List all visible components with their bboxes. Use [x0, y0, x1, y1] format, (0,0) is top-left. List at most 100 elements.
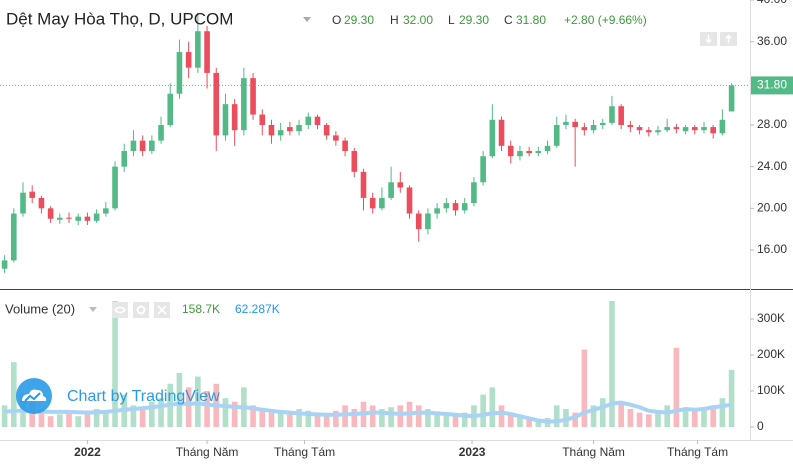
- candle-body: [507, 145, 514, 157]
- candle-body: [425, 213, 431, 230]
- volume-bar: [351, 409, 358, 428]
- candle-body: [609, 106, 615, 123]
- candle-body: [231, 104, 238, 131]
- candle-body: [645, 130, 652, 133]
- candle-body: [673, 127, 680, 130]
- candle-body: [728, 85, 735, 112]
- volume-bar: [75, 416, 82, 428]
- candle-body: [461, 203, 468, 211]
- y-tick-label: 300K: [757, 311, 785, 325]
- candle-body: [553, 124, 560, 146]
- volume-bar: [47, 416, 54, 428]
- candle-body: [11, 213, 17, 261]
- settings-button[interactable]: [133, 302, 149, 318]
- axes: 16.00 20.00 24.00 28.00 36.00 40.00 31.80 0 100K…: [74, 0, 793, 459]
- volume-bar: [425, 409, 431, 428]
- legend-change: +2.80 (+9.66%): [564, 13, 647, 27]
- volume-bar: [526, 418, 532, 428]
- candle-body: [204, 31, 210, 73]
- button-icons: [136, 305, 146, 315]
- y-tick-label: 28.00: [757, 117, 787, 131]
- candle-body: [296, 124, 302, 132]
- candle-body: [287, 127, 293, 132]
- volume-bar: [673, 347, 680, 428]
- y-tick-label: 100K: [757, 383, 785, 397]
- x-tick-label: Tháng Năm: [562, 445, 625, 459]
- volume-bar: [379, 409, 385, 428]
- chart-title: Dệt May Hòa Thọ, D, UPCOM: [6, 9, 233, 28]
- candle-body: [222, 104, 229, 136]
- volume-bar: [333, 410, 339, 428]
- x-tick-label: Tháng Năm: [176, 445, 239, 459]
- volume-bar: [480, 394, 486, 428]
- candle-body: [406, 187, 413, 214]
- candle-body: [241, 78, 247, 131]
- volume-pane: [1, 301, 735, 428]
- candle-body: [277, 130, 284, 136]
- volume-bar: [103, 412, 109, 428]
- y-tick-label: 20.00: [757, 200, 787, 214]
- candle-body: [517, 151, 523, 157]
- candle-body: [259, 114, 266, 125]
- volume-bar: [287, 412, 293, 428]
- legend-value: 29.30: [459, 13, 489, 27]
- volume-bar: [139, 409, 146, 428]
- volume-bar: [498, 405, 505, 428]
- x-tick-label: Tháng Tám: [274, 445, 335, 459]
- volume-bar: [323, 414, 330, 428]
- volume-bar: [599, 398, 606, 428]
- volume-bar: [691, 410, 698, 428]
- last-price-label: 31.80: [757, 78, 787, 92]
- volume-bar: [250, 405, 256, 428]
- study-dropdown[interactable]: [89, 307, 97, 312]
- ohlc-legend: O 29.30 H 32.00 L 29.30 C 31.80 +2.80 (+…: [332, 13, 647, 27]
- volume-bar: [314, 412, 321, 428]
- candle-body: [415, 213, 422, 230]
- volume-bar: [268, 412, 275, 428]
- candle-body: [636, 127, 643, 131]
- candle-body: [434, 208, 440, 214]
- candle-body: [342, 140, 348, 152]
- volume-bar: [655, 410, 661, 428]
- candle-body: [121, 151, 128, 167]
- legend-key: C: [504, 13, 513, 27]
- volume-bar: [434, 412, 440, 428]
- candle-body: [149, 140, 155, 152]
- volume-bar: [277, 410, 284, 428]
- candle-body: [360, 171, 367, 198]
- candle-body: [664, 127, 670, 131]
- candle-body: [1, 260, 8, 269]
- volume-bar: [397, 405, 404, 428]
- candle-body: [526, 151, 532, 154]
- candle-body: [103, 208, 109, 214]
- candle-body: [66, 217, 72, 219]
- candle-body: [314, 116, 321, 125]
- candle-body: [682, 127, 689, 132]
- candle-body: [397, 182, 404, 188]
- volume-title: Volume (20): [5, 301, 75, 316]
- candle-body: [29, 191, 36, 198]
- volume-bar: [222, 398, 229, 428]
- volume-bar: [728, 369, 735, 428]
- y-tick-label: 36.00: [757, 34, 787, 48]
- x-tick-label: Tháng Tám: [667, 445, 728, 459]
- volume-bar: [1, 405, 8, 428]
- symbol-dropdown[interactable]: [303, 17, 311, 22]
- volume-bar: [369, 405, 376, 428]
- candle-body: [130, 140, 137, 152]
- volume-bar: [112, 301, 118, 428]
- candle-body: [691, 127, 698, 131]
- volume-bar: [553, 405, 560, 428]
- volume-bar: [388, 407, 394, 428]
- candle-body: [489, 119, 496, 157]
- visibility-button[interactable]: [112, 302, 128, 318]
- volume-bar: [29, 401, 36, 428]
- candle-body: [167, 93, 174, 125]
- volume-bar: [489, 387, 496, 428]
- volume-bar: [443, 414, 450, 428]
- volume-bar: [149, 401, 155, 428]
- candle-body: [185, 52, 192, 68]
- candle-body: [38, 197, 45, 209]
- candle-body: [471, 182, 477, 204]
